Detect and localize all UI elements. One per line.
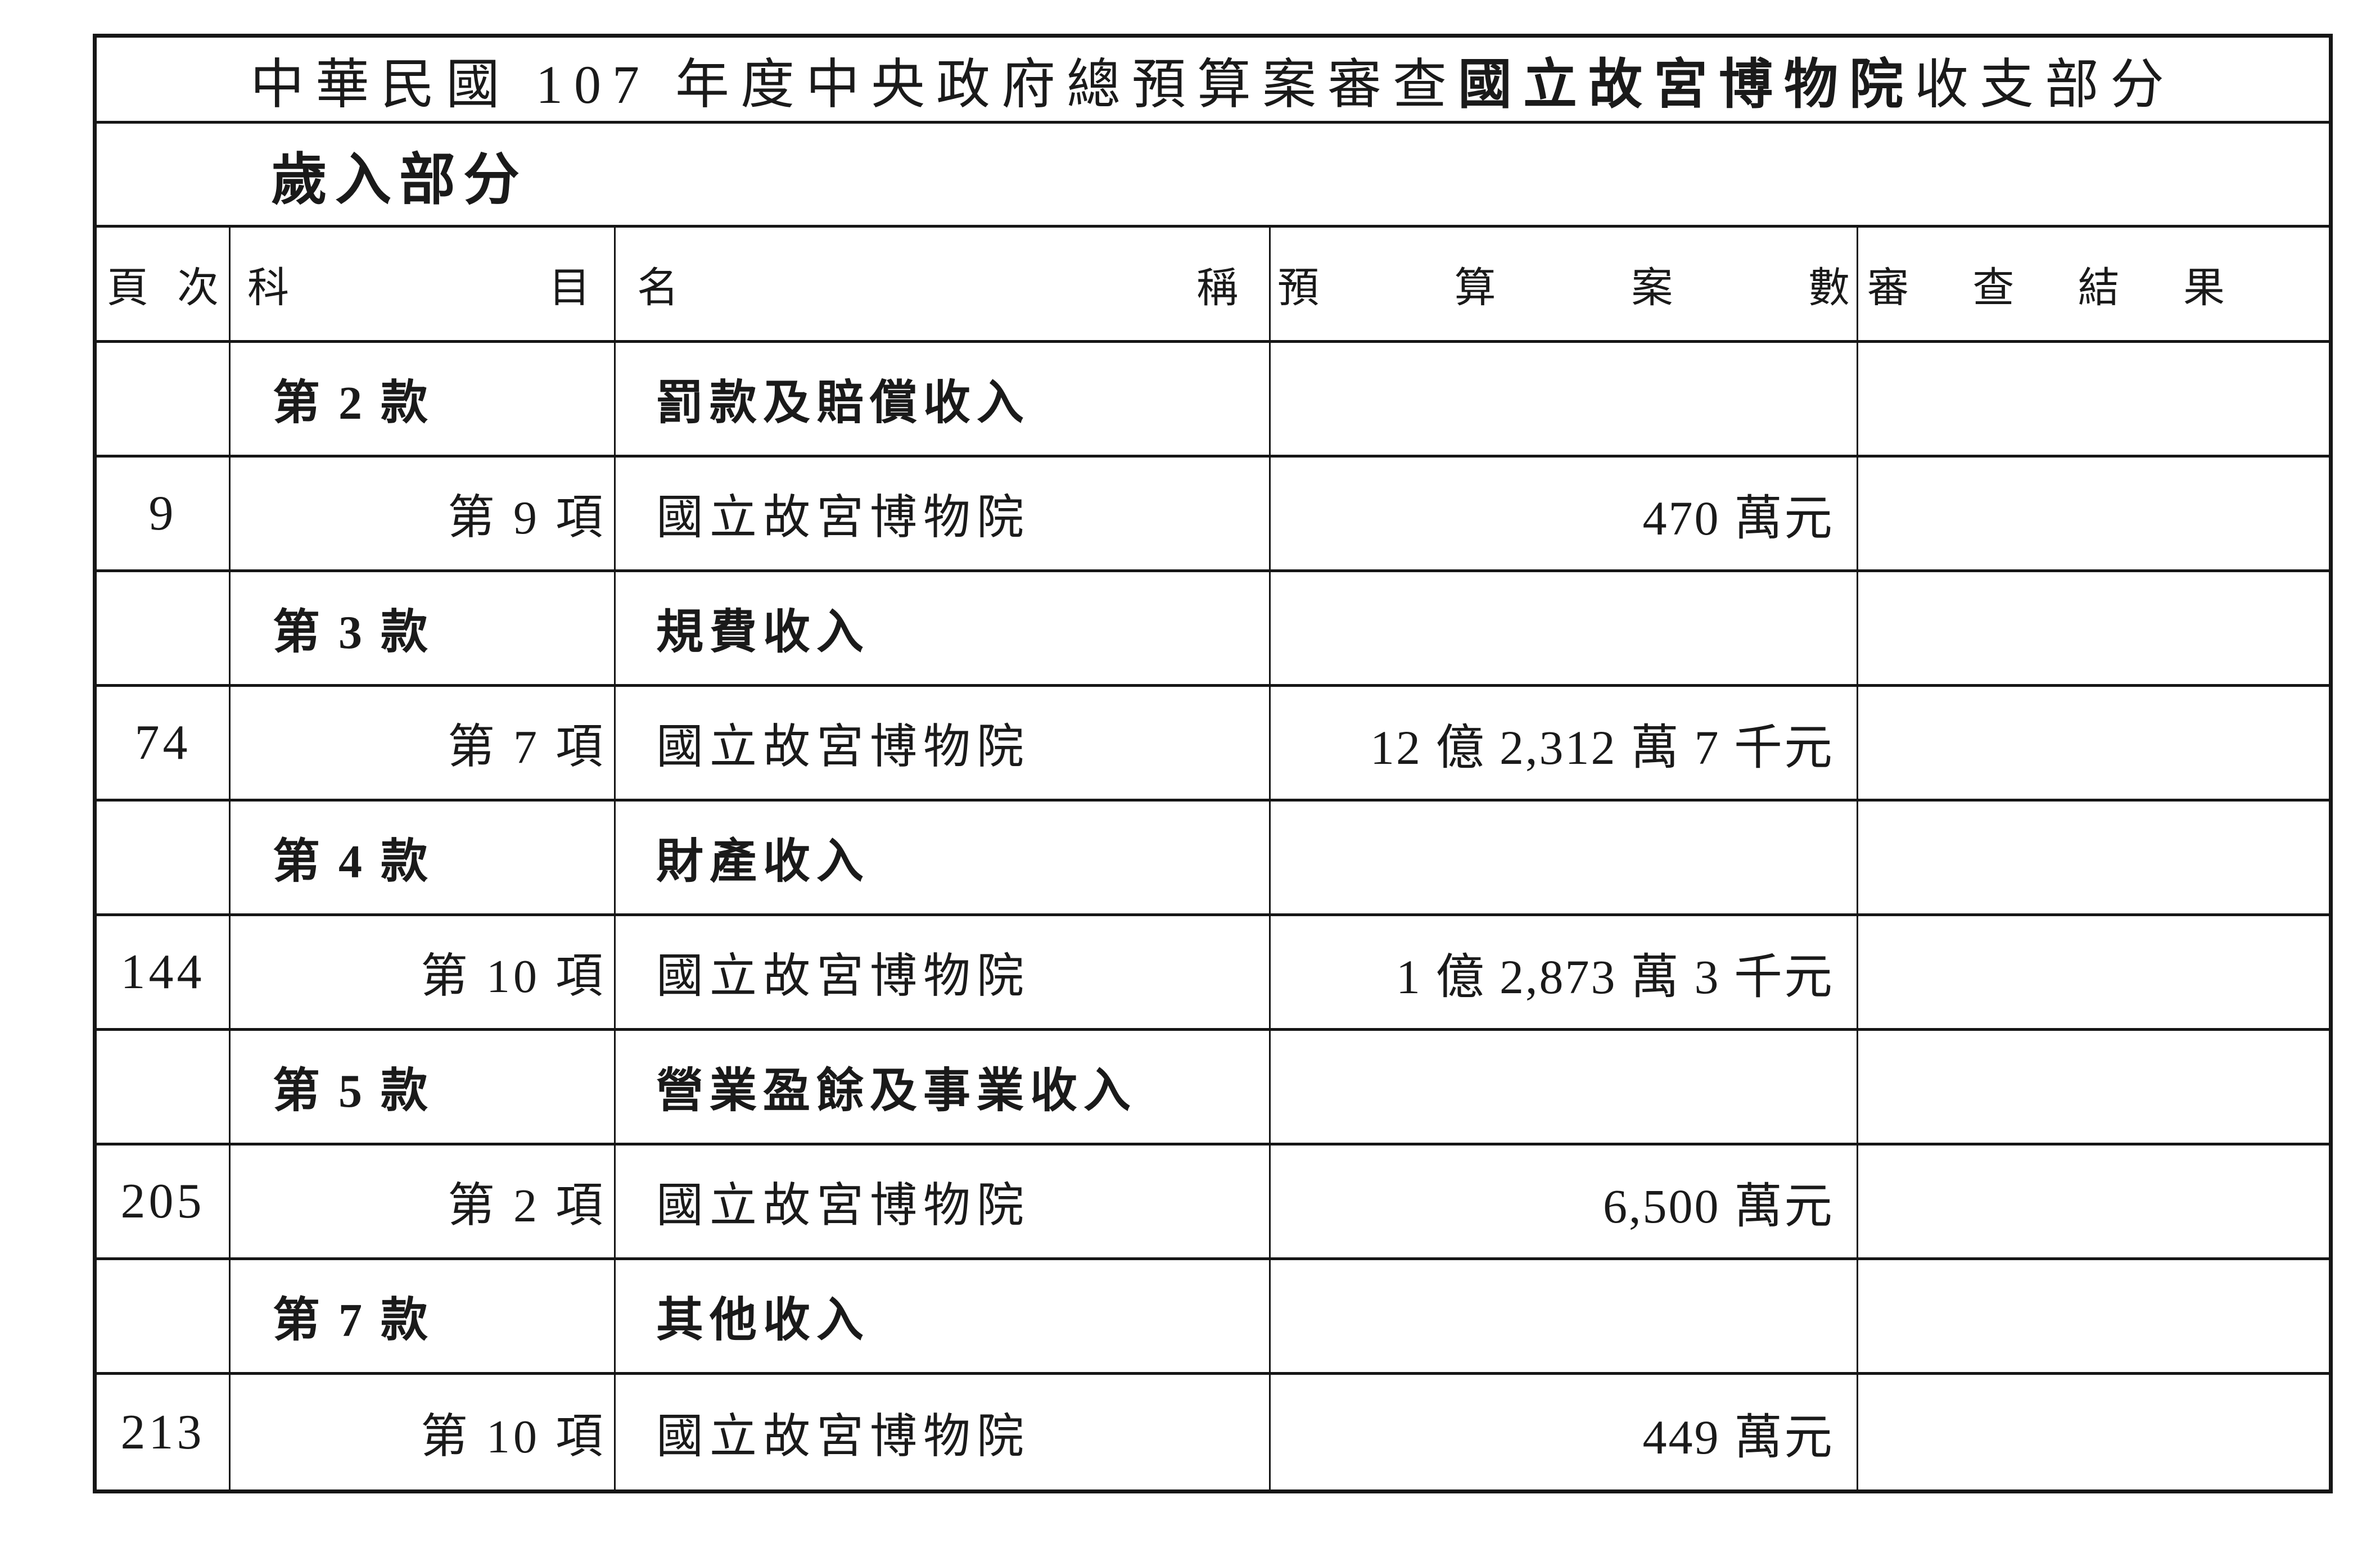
budget-review-table: 中華民國 107 年度中央政府總預算案審查 國立故宮博物院 收支部分 歲入部分 頁次… — [93, 34, 2333, 1493]
review-cell — [1857, 916, 2329, 1028]
page-number-cell — [97, 572, 229, 684]
review-cell — [1857, 458, 2329, 569]
name-cell: 財產收入 — [614, 802, 1269, 913]
column-header-review: 審查結果 — [1857, 228, 2329, 340]
budget-cell — [1269, 572, 1857, 684]
budget-cell — [1269, 1031, 1857, 1143]
budget-cell: 470 萬元 — [1269, 458, 1857, 569]
review-cell — [1857, 1260, 2329, 1372]
table-row: 第 3 款 規費收入 — [97, 572, 2329, 687]
page-number-cell: 205 — [120, 1174, 205, 1229]
review-cell — [1857, 1145, 2329, 1257]
name-cell: 國立故宮博物院 — [614, 1375, 1269, 1489]
section-subtitle: 歲入部分 — [97, 124, 2329, 228]
page-title-prefix: 中華民國 107 年度中央政府總預算案審查 — [250, 54, 1458, 115]
review-cell — [1857, 343, 2329, 455]
budget-cell: 1 億 2,873 萬 3 千元 — [1269, 916, 1857, 1028]
account-cell: 第 2 項 — [229, 1145, 614, 1257]
page-number-cell: 213 — [120, 1405, 205, 1460]
name-cell: 其他收入 — [614, 1260, 1269, 1372]
page-title: 中華民國 107 年度中央政府總預算案審查 國立故宮博物院 收支部分 — [97, 38, 2329, 124]
review-cell — [1857, 687, 2329, 799]
page-number-cell: 74 — [134, 716, 191, 770]
review-cell — [1857, 572, 2329, 684]
table-row: 144 第 10 項 國立故宮博物院 1 億 2,873 萬 3 千元 — [97, 916, 2329, 1031]
review-cell — [1857, 1031, 2329, 1143]
name-cell: 國立故宮博物院 — [614, 687, 1269, 799]
page-number-cell — [97, 1260, 229, 1372]
table-header-row: 頁次 科目 名稱 預算案數 審查結果 — [97, 228, 2329, 343]
page-title-agency: 國立故宮博物院 — [1458, 54, 1914, 115]
table-row: 213 第 10 項 國立故宮博物院 449 萬元 — [97, 1375, 2329, 1489]
page-number-cell — [97, 343, 229, 455]
review-cell — [1857, 1375, 2329, 1489]
name-cell: 營業盈餘及事業收入 — [614, 1031, 1269, 1143]
page-number-cell — [97, 1031, 229, 1143]
table-row: 第 7 款 其他收入 — [97, 1260, 2329, 1375]
account-cell: 第 5 款 — [229, 1031, 614, 1143]
table-row: 74 第 7 項 國立故宮博物院 12 億 2,312 萬 7 千元 — [97, 687, 2329, 802]
account-cell: 第 3 款 — [229, 572, 614, 684]
budget-cell — [1269, 802, 1857, 913]
page-number-cell — [97, 802, 229, 913]
table-row: 第 5 款 營業盈餘及事業收入 — [97, 1031, 2329, 1145]
name-cell: 國立故宮博物院 — [614, 1145, 1269, 1257]
account-cell: 第 4 款 — [229, 802, 614, 913]
budget-cell — [1269, 343, 1857, 455]
column-header-budget: 預算案數 — [1269, 228, 1857, 340]
table-row: 205 第 2 項 國立故宮博物院 6,500 萬元 — [97, 1145, 2329, 1260]
budget-cell: 6,500 萬元 — [1269, 1145, 1857, 1257]
account-cell: 第 7 款 — [229, 1260, 614, 1372]
page-title-suffix: 收支部分 — [1914, 54, 2175, 115]
column-header-page-no: 頁次 — [107, 265, 219, 311]
review-cell — [1857, 802, 2329, 913]
column-header-account: 科目 — [229, 228, 614, 340]
table-row: 第 4 款 財產收入 — [97, 802, 2329, 916]
name-cell: 國立故宮博物院 — [614, 458, 1269, 569]
account-cell: 第 10 項 — [229, 916, 614, 1028]
column-header-name: 名稱 — [614, 228, 1269, 340]
page-number-cell: 9 — [148, 486, 177, 541]
table-row: 9 第 9 項 國立故宮博物院 470 萬元 — [97, 458, 2329, 572]
name-cell: 規費收入 — [614, 572, 1269, 684]
budget-cell: 449 萬元 — [1269, 1375, 1857, 1489]
name-cell: 罰款及賠償收入 — [614, 343, 1269, 455]
account-cell: 第 2 款 — [229, 343, 614, 455]
account-cell: 第 9 項 — [229, 458, 614, 569]
section-subtitle-label: 歲入部分 — [271, 148, 527, 211]
page-number-cell: 144 — [120, 945, 205, 999]
table-row: 第 2 款 罰款及賠償收入 — [97, 343, 2329, 458]
budget-cell — [1269, 1260, 1857, 1372]
budget-cell: 12 億 2,312 萬 7 千元 — [1269, 687, 1857, 799]
account-cell: 第 10 項 — [229, 1375, 614, 1489]
name-cell: 國立故宮博物院 — [614, 916, 1269, 1028]
account-cell: 第 7 項 — [229, 687, 614, 799]
